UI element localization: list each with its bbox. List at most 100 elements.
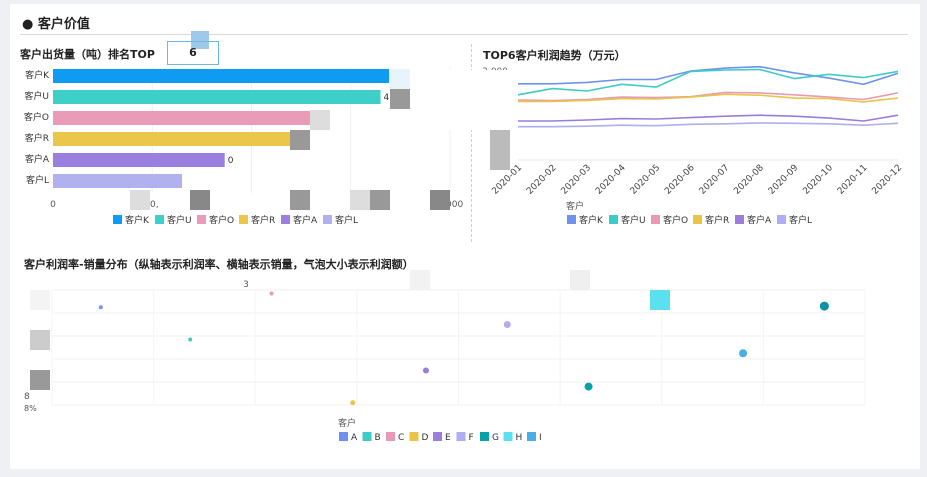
- bar-legend-swatch: [281, 215, 290, 224]
- line-legend-label: 客户U: [621, 214, 646, 226]
- loading-placeholder-block: [448, 70, 510, 130]
- bar-x-tick: 0: [50, 200, 56, 210]
- bar-legend-label: 客户A: [293, 214, 318, 226]
- bubble-legend-swatch: [362, 432, 372, 441]
- bubble-point-C: [269, 291, 274, 296]
- bubble-point-G: [584, 382, 593, 391]
- bar-legend-swatch: [155, 215, 164, 224]
- line-legend-swatch: [693, 215, 702, 224]
- bubble-point-E: [422, 367, 429, 374]
- bubble-point-B: [188, 337, 193, 342]
- bar-legend-label: 客户K: [125, 214, 150, 226]
- bar-value-label: 0: [228, 156, 234, 166]
- loading-placeholder-block: [30, 330, 50, 350]
- line-series-6: [518, 122, 899, 128]
- topn-marker: [191, 31, 209, 49]
- topn-input[interactable]: 6: [167, 41, 219, 65]
- bubble-y-tick: 8%: [24, 404, 37, 413]
- line-legend-swatch: [609, 215, 618, 224]
- section-title: ● 客户价值: [22, 17, 90, 32]
- bubble-point-H: [739, 349, 748, 358]
- line-legend-swatch: [735, 215, 744, 224]
- loading-placeholder-block: [350, 190, 370, 210]
- bar-legend-label: 客户U: [167, 214, 192, 226]
- bubble-legend-label: E: [445, 433, 451, 443]
- loading-placeholder-block: [490, 130, 510, 170]
- bubble-legend-label: A: [351, 433, 358, 443]
- bar-3: [53, 111, 312, 125]
- bubble-point-F: [503, 321, 511, 328]
- bar-legend-label: 客户L: [335, 214, 358, 226]
- loading-placeholder-block: [290, 130, 310, 150]
- loading-placeholder-block: [30, 370, 50, 390]
- bubble-legend-label: C: [398, 433, 404, 443]
- loading-placeholder-block: [390, 89, 410, 109]
- line-series-3: [517, 91, 899, 102]
- bar-legend-swatch: [323, 215, 332, 224]
- bubble-point-A: [98, 305, 103, 310]
- bar-legend-swatch: [239, 215, 248, 224]
- line-legend-swatch: [777, 215, 786, 224]
- bar-value-label: 4: [384, 93, 390, 103]
- line-series-1: [518, 65, 899, 86]
- loading-placeholder-block: [290, 190, 310, 210]
- bubble-legend-swatch: [456, 432, 466, 441]
- bubble-legend-swatch: [409, 432, 419, 441]
- bar-6: [53, 174, 183, 188]
- loading-placeholder-block: [389, 69, 410, 90]
- loading-placeholder-block: [410, 270, 430, 290]
- loading-placeholder-block: [310, 110, 330, 130]
- line-series-2: [517, 68, 899, 96]
- title-divider: [20, 34, 908, 35]
- bar-category-label: 客户U: [24, 90, 49, 102]
- bubble-legend-label: I: [539, 433, 542, 443]
- bubble-legend-label: D: [422, 433, 429, 443]
- bar-1: [53, 69, 391, 83]
- line-series-5: [518, 114, 899, 122]
- bubble-point-I: [819, 301, 829, 311]
- line-series-4: [518, 93, 899, 103]
- bar-x-tick: 10,: [144, 200, 158, 210]
- bubble-legend-label: H: [516, 433, 523, 443]
- bubble-legend-swatch: [527, 432, 536, 441]
- bar-x-tick: 000: [446, 200, 463, 210]
- bar-chart-title: 客户出货量（吨）排名TOP: [20, 48, 155, 61]
- line-legend-label: 客户O: [663, 214, 688, 226]
- bar-legend-label: 客户R: [251, 214, 275, 226]
- loading-placeholder-block: [30, 290, 50, 310]
- bar-category-label: 客户R: [25, 132, 49, 144]
- loading-placeholder-block: [190, 190, 210, 210]
- bubble-legend-swatch: [386, 432, 395, 441]
- loading-placeholder-block: [650, 290, 670, 310]
- bar-legend-swatch: [113, 215, 122, 224]
- line-legend-label: 客户R: [705, 214, 729, 226]
- loading-placeholder-block: [370, 190, 390, 210]
- line-legend-label: 客户A: [747, 214, 772, 226]
- bubble-y-tick: 8: [24, 392, 30, 402]
- bubble-chart-title: 客户利润率-销量分布（纵轴表示利润率、横轴表示销量，气泡大小表示利润额）: [24, 258, 414, 271]
- line-legend-swatch: [567, 215, 576, 224]
- bar-5: [53, 153, 225, 167]
- bar-category-label: 客户A: [25, 153, 50, 165]
- panel-divider: [471, 44, 472, 242]
- bar-4: [53, 132, 291, 146]
- line-legend-label: 客户L: [789, 214, 812, 226]
- line-legend-label: 客户K: [579, 214, 604, 226]
- bubble-top-label: 3: [243, 280, 249, 290]
- bubble-legend-label: B: [375, 433, 381, 443]
- bar-category-label: 客户O: [24, 111, 49, 123]
- bubble-legend-swatch: [433, 432, 442, 441]
- loading-placeholder-block: [570, 270, 590, 290]
- line-chart-title: TOP6客户利润趋势（万元）: [483, 49, 626, 62]
- bar-category-label: 客户K: [25, 69, 50, 81]
- bubble-point-D: [350, 400, 356, 406]
- bubble-legend-label: G: [492, 433, 499, 443]
- loading-placeholder-block: [130, 190, 150, 210]
- bubble-legend-label: F: [469, 433, 474, 443]
- line-x-label: 客户: [566, 200, 584, 212]
- loading-placeholder-block: [430, 190, 450, 210]
- bar-legend-swatch: [197, 215, 206, 224]
